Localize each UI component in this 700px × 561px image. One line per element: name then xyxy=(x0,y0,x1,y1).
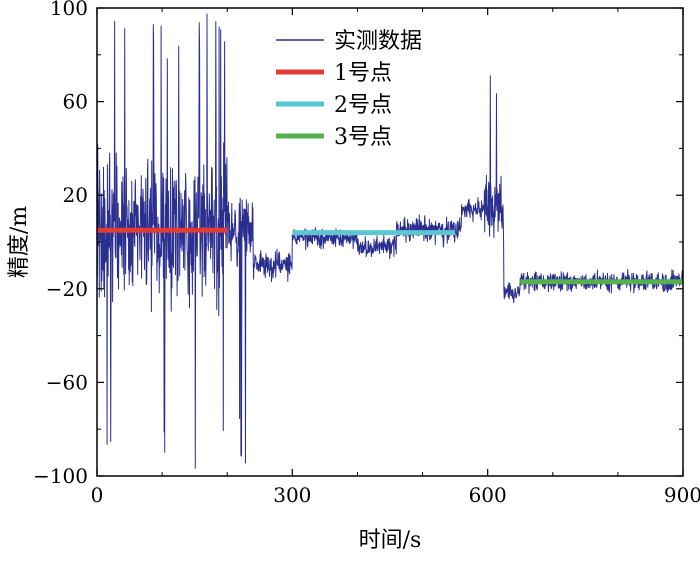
plot-area xyxy=(96,13,684,469)
legend: 实测数据 1号点 2号点 3号点 xyxy=(276,29,422,150)
x-tick-label: 900 xyxy=(664,483,700,507)
x-tick-label: 600 xyxy=(469,483,507,507)
y-tick-label: 100 xyxy=(50,0,88,20)
x-tick-label: 0 xyxy=(91,483,104,507)
legend-label: 1号点 xyxy=(334,61,392,86)
y-tick-label: −60 xyxy=(46,370,88,394)
y-tick-label: −100 xyxy=(33,464,88,488)
legend-label: 2号点 xyxy=(334,93,392,118)
legend-label: 3号点 xyxy=(334,125,392,150)
y-axis-title: 精度/m xyxy=(7,206,32,278)
y-tick-label: 60 xyxy=(63,90,88,114)
y-tick-label: −20 xyxy=(46,277,88,301)
legend-label: 实测数据 xyxy=(334,29,422,54)
x-axis-title: 时间/s xyxy=(359,528,422,553)
x-tick-label: 300 xyxy=(273,483,311,507)
y-tick-label: 20 xyxy=(63,183,88,207)
axis-ticks: 0 300 600 900 −100 −60 −20 20 60 100 xyxy=(33,0,700,507)
